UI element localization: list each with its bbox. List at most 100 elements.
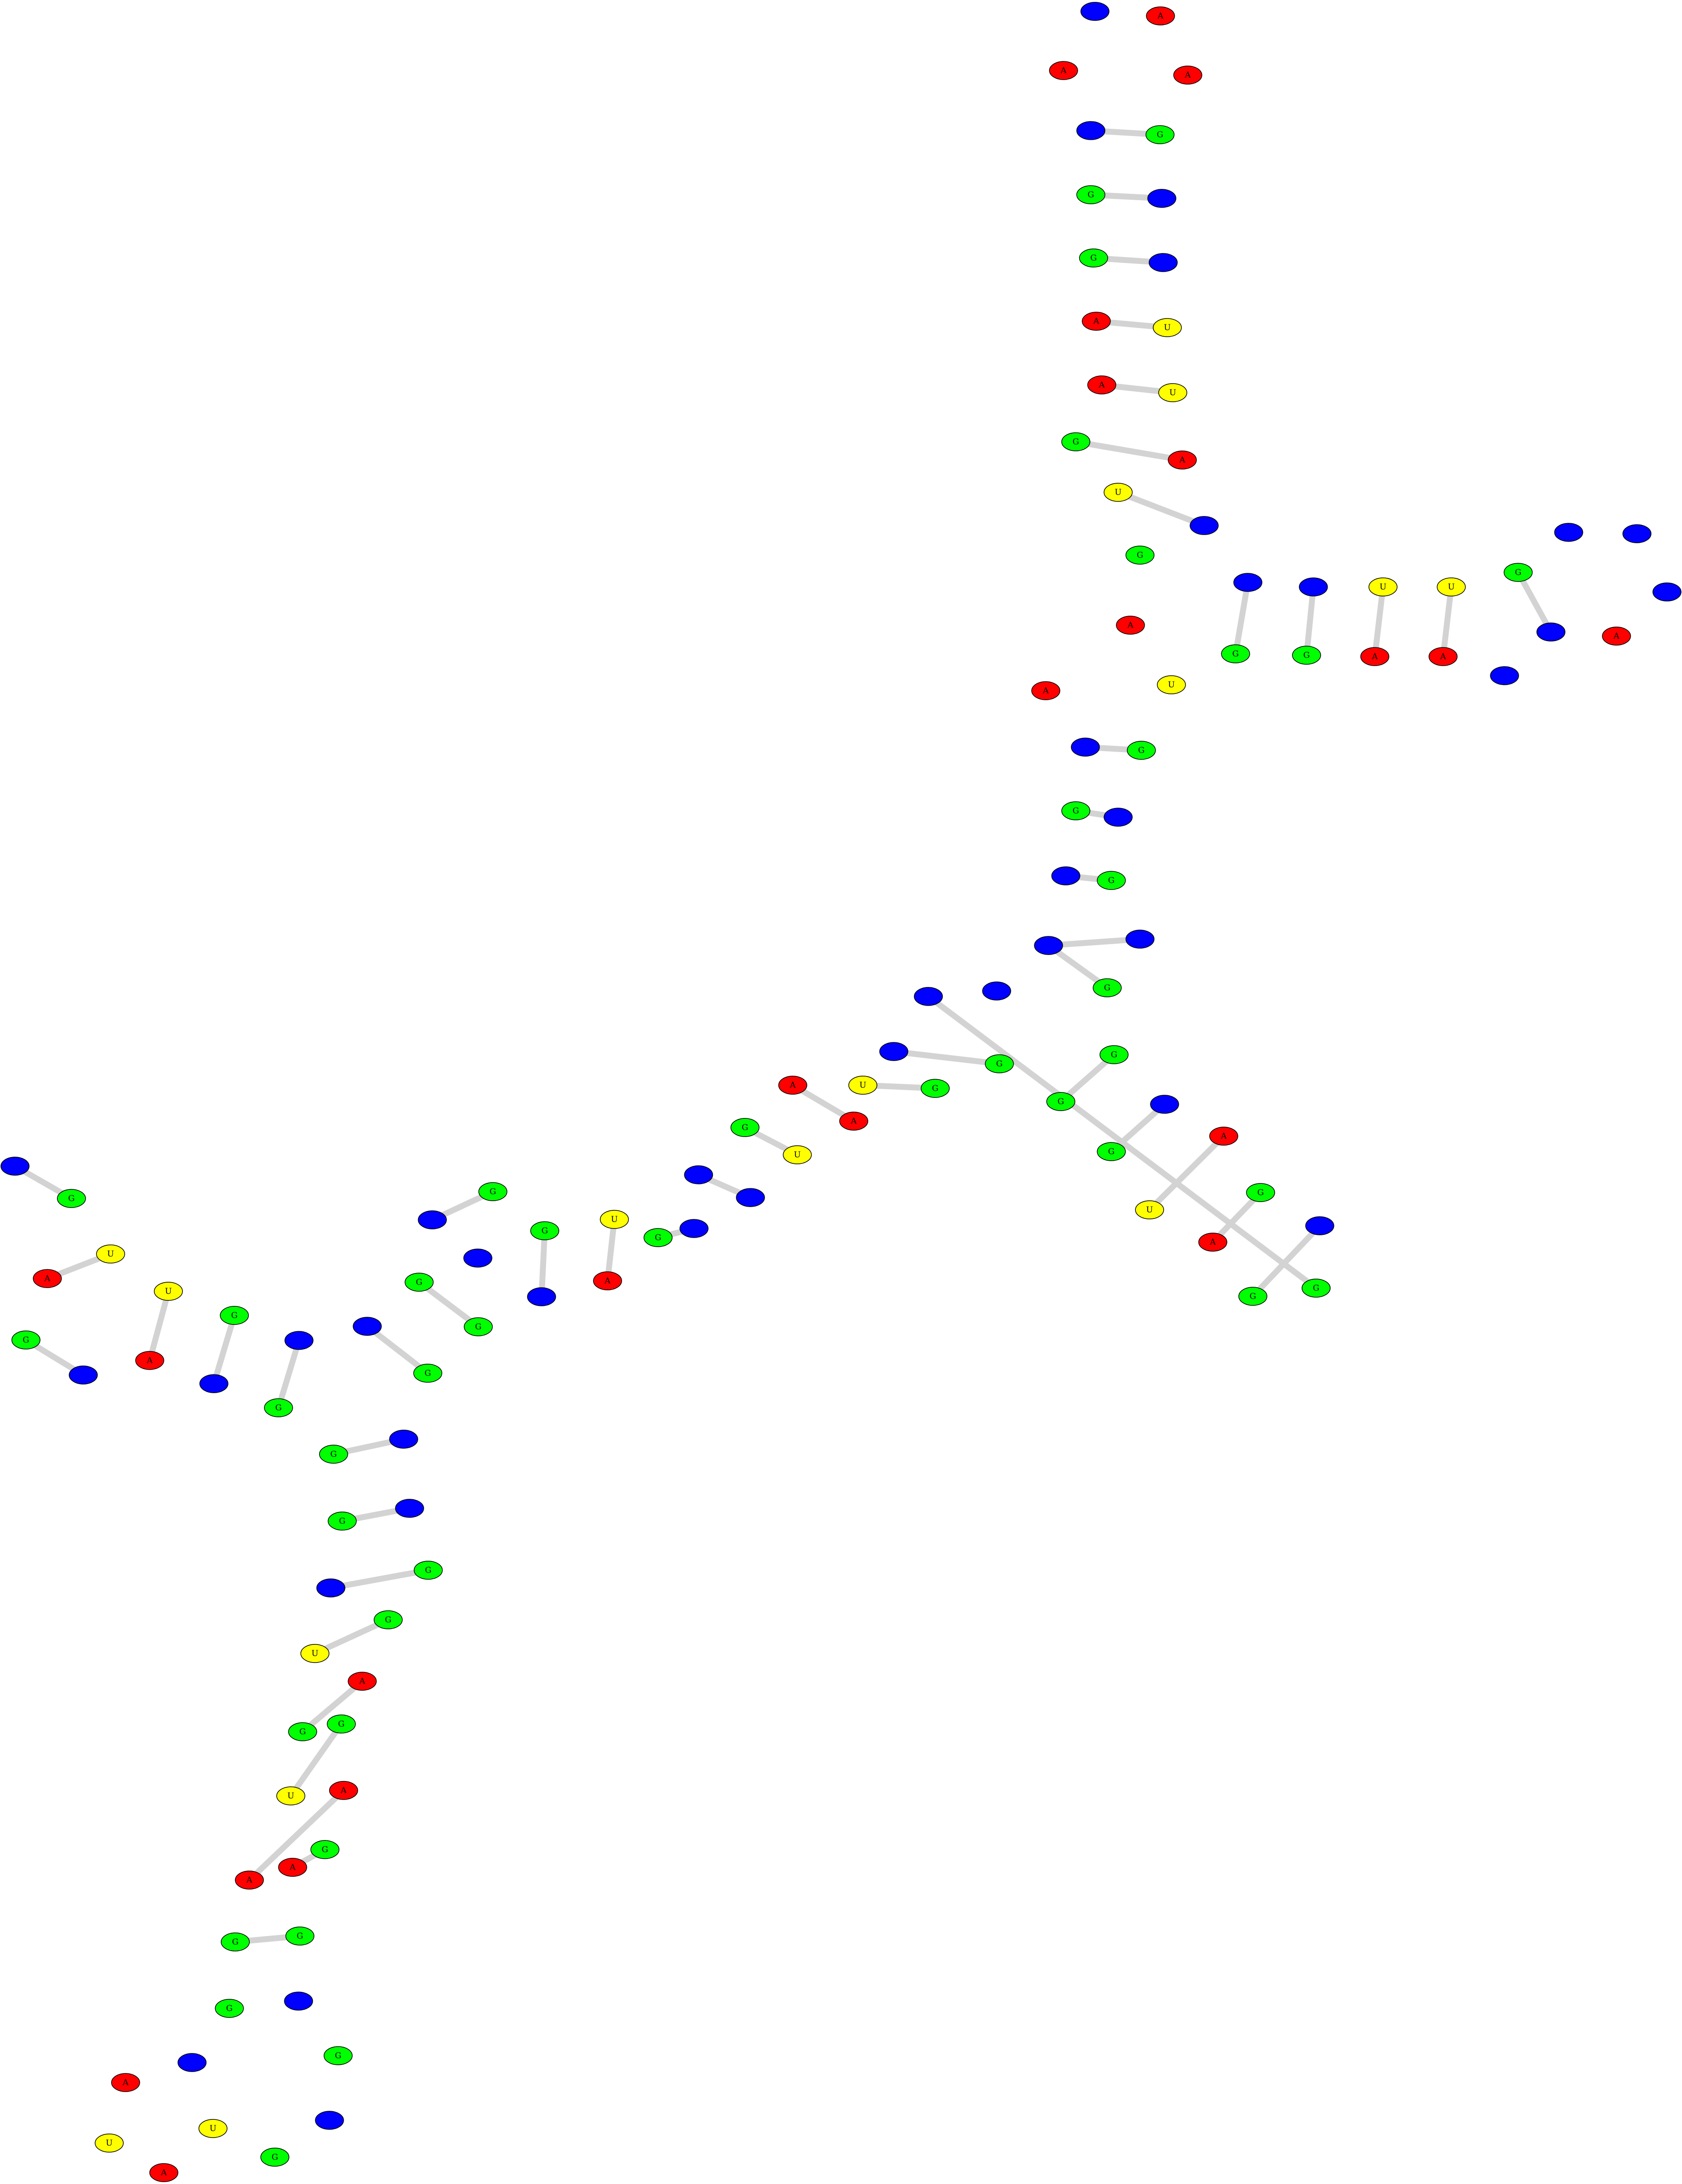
nucleotide-C [418,1211,446,1229]
nucleotide-G: G [1077,186,1105,204]
nucleotide-label: A [147,1356,153,1365]
nucleotide-A: A [1602,627,1631,645]
nucleotide-node [1490,667,1519,685]
nucleotide-A: A [279,1858,307,1876]
nucleotide-label: U [859,1081,866,1090]
nucleotide-label: A [359,1677,366,1686]
nucleotide-label: U [1379,582,1386,592]
nucleotide-label: G [1108,1147,1115,1157]
base-pair-bond [1076,442,1182,460]
nucleotide-label: U [1164,323,1170,333]
nucleotide-label: G [1088,190,1094,200]
nucleotide-G: G [1504,563,1532,581]
nucleotide-label: G [542,1226,548,1236]
base-pair-bond [1118,492,1204,526]
nucleotide-G: G [985,1055,1013,1073]
nucleotide-node [1034,936,1063,955]
nucleotide-label: G [272,2153,278,2162]
nucleotide-G: G [644,1228,672,1247]
nucleotide-label: G [1515,568,1521,577]
nucleotide-G: G [414,1364,442,1382]
nucleotide-C [1149,253,1177,272]
nucleotide-A: A [348,1672,376,1690]
nucleotide-label: A [604,1276,611,1286]
nucleotide-node [69,1366,97,1384]
nucleotide-U: U [277,1787,305,1805]
nucleotide-G: G [921,1079,949,1097]
nucleotide-A: A [1168,451,1196,469]
nucleotide-node [736,1188,765,1207]
nucleotide-label: G [1111,1050,1117,1060]
nucleotide-U: U [199,2119,227,2138]
nucleotide-label: A [1043,686,1049,696]
nucleotide-G: G [319,1445,348,1463]
nucleotide-label: G [1138,746,1145,755]
nucleotide-G: G [327,1715,355,1733]
nucleotide-node [464,1249,492,1267]
nucleotide-U: U [1159,384,1187,402]
nucleotide-label: A [1221,1132,1227,1141]
nucleotide-G: G [731,1118,759,1137]
nucleotide-label: G [23,1335,29,1345]
nucleotide-node [1306,1217,1334,1235]
nucleotide-A: A [593,1272,622,1290]
nucleotide-A: A [136,1351,164,1370]
nucleotide-G: G [1246,1183,1275,1202]
nucleotide-label: G [1137,551,1143,560]
nucleotide-node [315,2111,344,2129]
base-pair-bond [1307,587,1313,655]
nucleotide-A: A [235,1871,263,1889]
nucleotide-label: G [655,1233,661,1243]
nucleotide-C [880,1042,908,1061]
nucleotide-C [1537,623,1565,641]
nucleotide-label: G [338,1719,345,1729]
nucleotide-C [527,1288,556,1306]
nucleotide-label: A [1157,11,1164,21]
nucleotide-C [200,1375,228,1393]
nucleotide-node [395,1499,424,1517]
nucleotide-node [418,1211,446,1229]
nucleotide-node [527,1288,556,1306]
nucleotide-label: A [340,1786,347,1795]
nucleotide-G: G [264,1399,293,1417]
nucleotide-node [353,1317,381,1335]
nucleotide-label: U [1448,582,1454,592]
nucleotide-U: U [154,1282,182,1300]
nucleotide-label: G [1313,1284,1319,1293]
nucleotide-A: A [779,1076,807,1094]
nucleotide-node [1234,573,1262,592]
nucleotide-C [315,2111,344,2129]
nucleotide-C [1034,936,1063,955]
nucleotide-U: U [301,1644,329,1663]
nucleotide-label: G [385,1615,391,1625]
nucleotide-label: G [1108,876,1115,885]
nucleotide-A: A [1082,312,1110,330]
nucleotide-node [284,1992,313,2010]
nucleotide-node [1190,516,1218,535]
nucleotide-label: A [1185,71,1191,80]
nucleotide-label: G [1104,983,1110,993]
nucleotide-label: G [416,1278,422,1287]
nucleotide-G: G [221,1933,249,1951]
nucleotide-node [1081,2,1109,20]
nucleotide-C [317,1579,345,1597]
nucleotide-C [1306,1217,1334,1235]
nucleotide-C [395,1499,424,1517]
nucleotide-label: G [1157,130,1163,140]
nucleotide-G: G [324,2047,352,2065]
nucleotide-G: G [12,1331,40,1349]
nucleotide-label: A [851,1117,857,1126]
nucleotide-label: G [996,1059,1003,1069]
nucleotide-A: A [1210,1127,1238,1145]
nucleotide-G: G [1292,646,1321,664]
nucleotide-node [1071,738,1099,756]
nucleotide-C [736,1188,765,1207]
nucleotide-C [1555,523,1583,541]
nucleotide-U: U [1369,578,1397,596]
nucleotide-node [390,1430,418,1448]
nucleotide-label: A [1093,317,1100,326]
base-pair-bond [331,1570,428,1588]
nucleotide-node [178,2053,206,2072]
nucleotide-node [983,982,1011,1000]
